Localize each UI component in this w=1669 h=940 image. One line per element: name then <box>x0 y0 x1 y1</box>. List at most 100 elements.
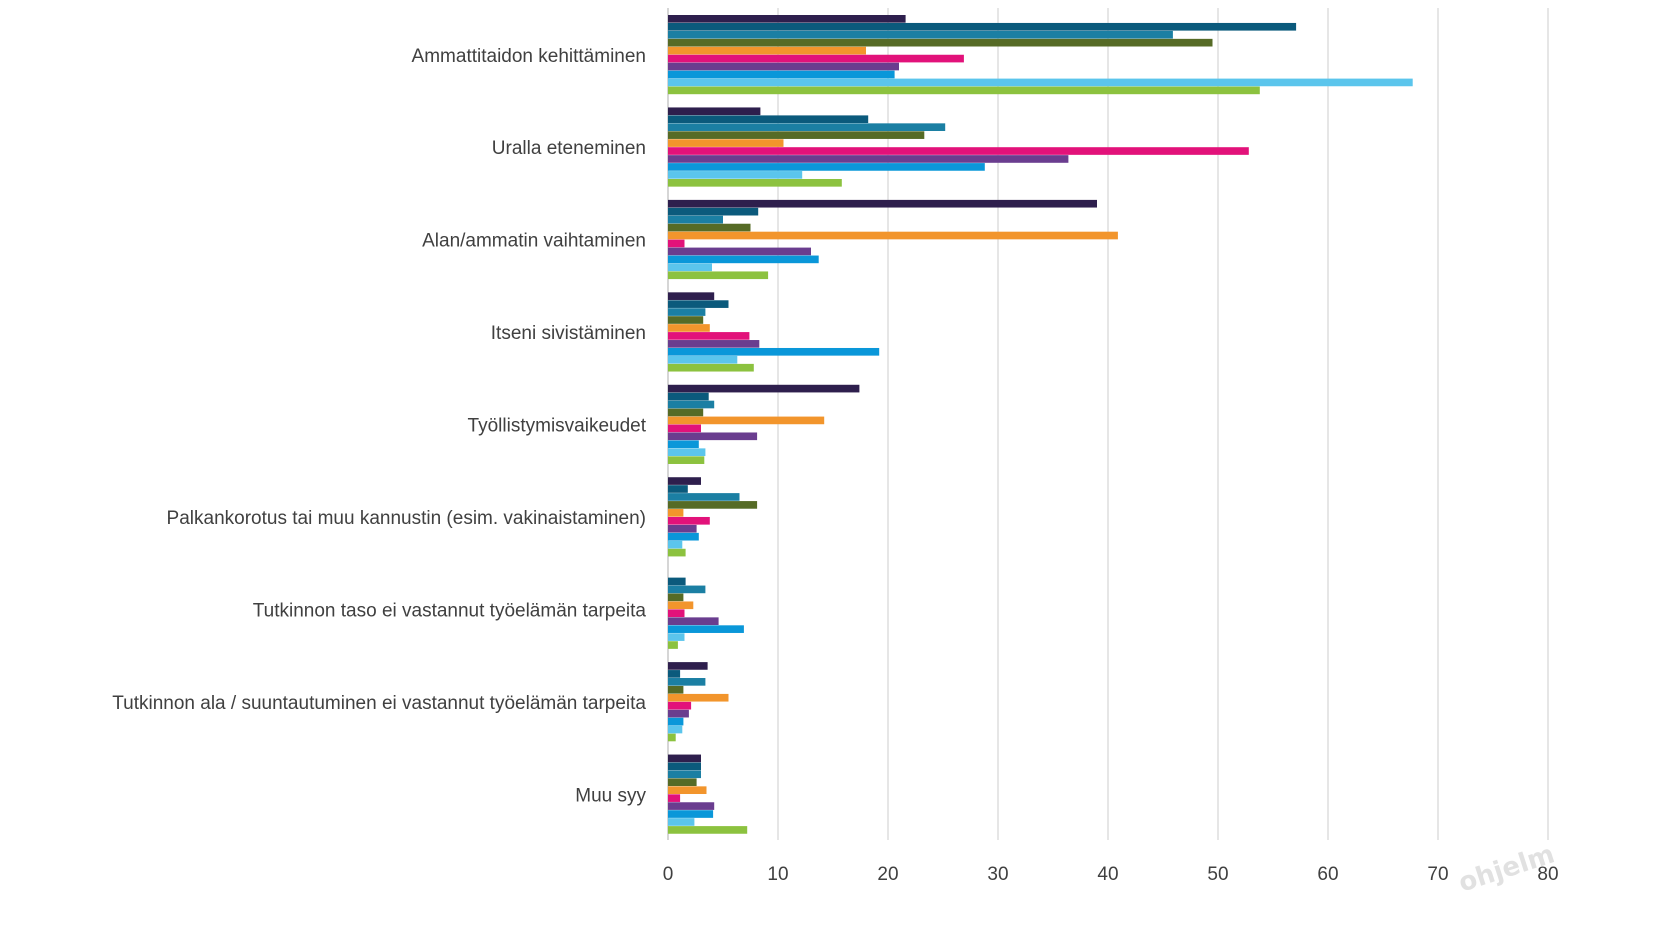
bar <box>668 54 964 63</box>
bar <box>668 46 866 55</box>
bar <box>668 347 880 356</box>
bar <box>668 725 683 734</box>
bar <box>668 770 701 779</box>
bar <box>668 585 706 594</box>
bar <box>668 78 1413 87</box>
bar <box>668 810 714 818</box>
bar <box>668 332 750 340</box>
bar <box>668 384 860 393</box>
x-tick-label: 20 <box>877 864 898 885</box>
x-tick-label: 10 <box>767 864 788 885</box>
bar <box>668 701 692 710</box>
category-label: Itseni sivistäminen <box>491 323 646 344</box>
bar <box>668 670 681 678</box>
bar <box>668 485 688 493</box>
bar <box>668 448 706 457</box>
bar <box>668 199 1097 208</box>
bar <box>668 30 1173 39</box>
category-label: Muu syy <box>575 785 646 806</box>
bar <box>668 593 684 602</box>
bar <box>668 717 684 726</box>
bar <box>668 794 681 802</box>
bar <box>668 548 686 557</box>
bar <box>668 400 715 409</box>
bar <box>668 115 869 124</box>
category-label: Ammattitaidon kehittäminen <box>412 46 646 67</box>
bar <box>668 255 819 264</box>
bar <box>668 231 1118 240</box>
bar <box>668 215 723 224</box>
bar <box>668 207 759 216</box>
bars <box>668 15 1413 834</box>
bar <box>668 38 1213 47</box>
bar <box>668 163 985 171</box>
bar <box>668 477 701 485</box>
bar <box>668 685 684 694</box>
bar <box>668 641 678 649</box>
x-tick-label: 50 <box>1207 864 1228 885</box>
bar <box>668 802 715 810</box>
bar <box>668 123 946 131</box>
bar <box>668 308 706 316</box>
bar <box>668 754 701 763</box>
bar <box>668 778 697 787</box>
bar <box>668 577 686 586</box>
category-label: Uralla eteneminen <box>492 138 646 159</box>
bar <box>668 662 708 670</box>
bar <box>668 239 685 248</box>
bar <box>668 300 729 308</box>
bar <box>668 107 761 116</box>
x-tick-label: 60 <box>1317 864 1338 885</box>
bar <box>668 171 803 179</box>
bar <box>668 678 706 686</box>
bar <box>668 392 709 401</box>
bar <box>668 609 685 618</box>
bar <box>668 247 811 256</box>
bar <box>668 693 729 702</box>
bar <box>668 155 1069 163</box>
bar <box>668 709 689 718</box>
bar <box>668 532 699 541</box>
bar <box>668 818 695 826</box>
bar <box>668 363 754 372</box>
bar <box>668 178 842 187</box>
bar <box>668 440 699 449</box>
bar <box>668 516 710 525</box>
bar <box>668 147 1249 155</box>
x-tick-label: 70 <box>1427 864 1448 885</box>
bar <box>668 733 676 742</box>
bar <box>668 424 701 433</box>
category-label: Palkankorotus tai muu kannustin (esim. v… <box>167 508 646 529</box>
bar <box>668 762 701 771</box>
bar <box>668 70 895 79</box>
bar <box>668 131 925 139</box>
bar <box>668 524 697 533</box>
bar <box>668 324 710 332</box>
bar <box>668 601 694 610</box>
bar <box>668 223 751 232</box>
bar <box>668 826 748 834</box>
bar <box>668 509 684 517</box>
category-label: Alan/ammatin vaihtaminen <box>422 231 646 252</box>
bar <box>668 493 740 501</box>
bar <box>668 86 1260 95</box>
bar <box>668 15 906 23</box>
category-labels: Ammattitaidon kehittäminen Uralla etenemi… <box>112 46 646 807</box>
x-axis-tick-labels: 0 10 20 30 40 50 60 70 80 <box>663 864 1559 885</box>
bar <box>668 416 825 425</box>
bar <box>668 263 712 272</box>
bar <box>668 340 760 348</box>
x-tick-label: 0 <box>663 864 674 885</box>
bar <box>668 786 707 795</box>
category-label: Tutkinnon ala / suuntautuminen ei vastan… <box>112 693 646 714</box>
x-tick-label: 30 <box>987 864 1008 885</box>
bar <box>668 139 784 147</box>
bar <box>668 432 758 441</box>
bar <box>668 355 738 364</box>
bar <box>668 22 1297 31</box>
bar <box>668 501 758 509</box>
bar <box>668 408 704 417</box>
x-tick-label: 80 <box>1537 864 1558 885</box>
bar <box>668 625 744 633</box>
x-tick-label: 40 <box>1097 864 1118 885</box>
